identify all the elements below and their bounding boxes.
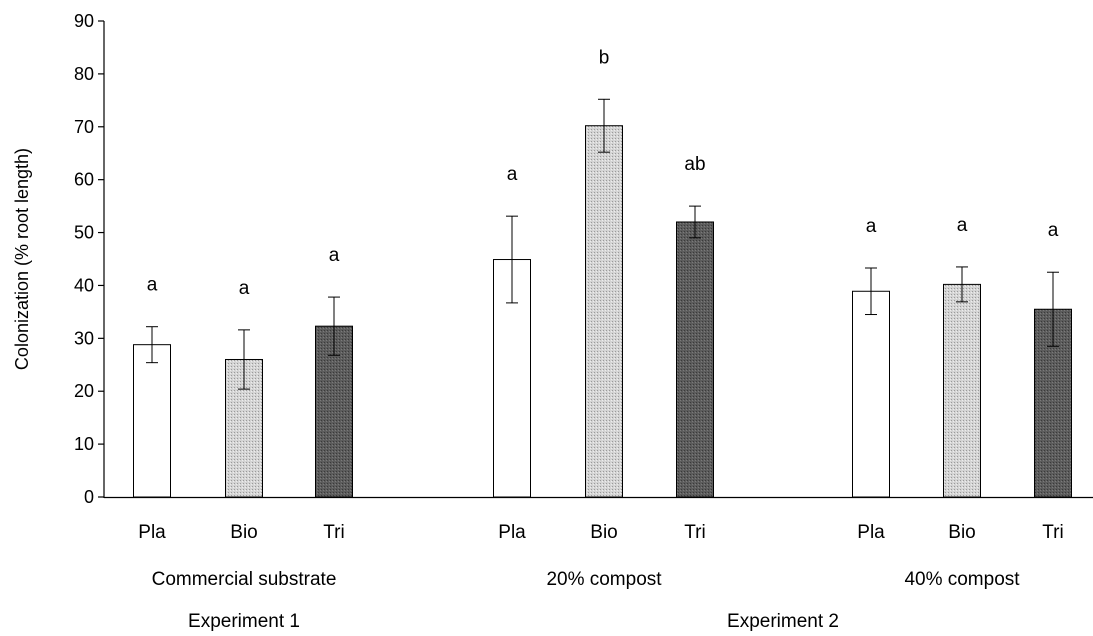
significance-letter: ab: [684, 154, 705, 175]
group-label: 40% compost: [904, 569, 1020, 590]
y-tick-label: 40: [74, 275, 94, 295]
significance-letter: a: [866, 216, 877, 237]
category-label: Tri: [323, 522, 344, 543]
significance-letter: a: [147, 275, 158, 296]
group-label: 20% compost: [546, 569, 662, 590]
category-label: Pla: [138, 522, 166, 543]
significance-letter: a: [507, 164, 518, 185]
labels-layer: a Pla a Bio a Tri Commercial substrate a Pla b Bio…: [138, 47, 1063, 632]
significance-letter: a: [1048, 220, 1059, 241]
y-axis-ticks: 0 10 20 30 40 50 60 70 80 90: [74, 11, 104, 507]
category-label: Bio: [948, 522, 975, 543]
category-label: Tri: [684, 522, 705, 543]
y-tick-label: 10: [74, 434, 94, 454]
experiment-label: Experiment 1: [188, 611, 300, 632]
y-tick-label: 0: [84, 487, 94, 507]
y-tick-label: 90: [74, 11, 94, 31]
bar-pla: [133, 344, 171, 498]
experiment-label: Experiment 2: [727, 611, 839, 632]
y-tick-label: 20: [74, 381, 94, 401]
category-label: Pla: [498, 522, 526, 543]
y-axis-title: Colonization (% root length): [12, 148, 32, 370]
group-label: Commercial substrate: [152, 569, 337, 590]
category-label: Bio: [230, 522, 257, 543]
y-tick-label: 50: [74, 223, 94, 243]
bar-pla: [852, 290, 890, 498]
y-tick-label: 30: [74, 328, 94, 348]
bar-bio: [585, 125, 623, 498]
category-label: Tri: [1042, 522, 1063, 543]
significance-letter: a: [329, 245, 340, 266]
category-label: Pla: [857, 522, 885, 543]
significance-letter: a: [239, 278, 250, 299]
y-tick-label: 60: [74, 170, 94, 190]
y-tick-label: 80: [74, 64, 94, 84]
bars-layer: [133, 98, 1072, 498]
significance-letter: a: [957, 215, 968, 236]
bar-bio: [225, 358, 263, 498]
bar-bio: [943, 283, 981, 498]
category-label: Bio: [590, 522, 617, 543]
significance-letter: b: [599, 47, 610, 68]
bar-tri: [676, 221, 714, 498]
y-tick-label: 70: [74, 117, 94, 137]
